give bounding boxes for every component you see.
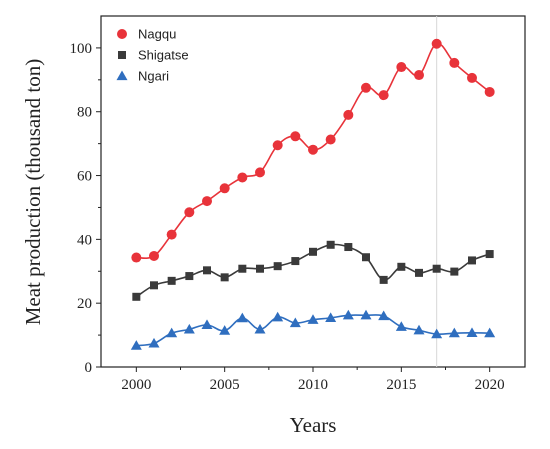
data-point-shigatse xyxy=(326,240,335,249)
data-point-shigatse xyxy=(309,247,317,256)
data-point-shigatse xyxy=(185,272,194,281)
data-point-ngari xyxy=(413,324,425,335)
x-tick-label: 2020 xyxy=(475,377,505,393)
data-point-nagqu xyxy=(378,90,389,101)
y-tick-label: 20 xyxy=(77,296,92,312)
data-point-nagqu xyxy=(325,134,336,145)
y-tick-label: 60 xyxy=(77,169,92,185)
legend-marker-shigatse xyxy=(118,51,126,59)
data-point-nagqu xyxy=(449,57,460,68)
data-point-shigatse xyxy=(132,292,141,301)
data-point-shigatse xyxy=(344,243,353,252)
series-layer xyxy=(130,38,496,350)
data-point-nagqu xyxy=(131,252,142,263)
data-point-shigatse xyxy=(273,262,282,271)
data-point-shigatse xyxy=(238,264,247,273)
data-point-nagqu xyxy=(396,62,407,73)
data-point-shigatse xyxy=(256,264,264,273)
y-tick-label: 100 xyxy=(70,41,93,57)
data-point-ngari xyxy=(148,337,160,348)
data-point-ngari xyxy=(183,323,195,334)
data-point-ngari xyxy=(325,312,337,322)
data-point-nagqu xyxy=(414,70,424,81)
x-axis-title: Years xyxy=(290,413,337,437)
data-point-shigatse xyxy=(468,256,476,265)
y-axis-title: Meat production (thousand ton) xyxy=(21,59,45,326)
data-point-shigatse xyxy=(220,273,229,282)
data-point-ngari xyxy=(466,327,478,337)
data-point-ngari xyxy=(307,314,319,324)
data-point-shigatse xyxy=(450,267,459,276)
y-tick-label: 0 xyxy=(85,360,93,376)
data-point-shigatse xyxy=(291,257,300,266)
series-ngari xyxy=(130,309,496,350)
data-point-ngari xyxy=(484,327,496,338)
data-point-shigatse xyxy=(485,250,494,259)
data-point-ngari xyxy=(272,311,284,322)
data-point-nagqu xyxy=(149,250,159,261)
data-point-shigatse xyxy=(167,276,176,285)
data-point-nagqu xyxy=(219,183,230,194)
data-point-nagqu xyxy=(343,109,354,120)
data-point-ngari xyxy=(236,312,248,323)
data-point-ngari xyxy=(378,310,390,321)
data-point-nagqu xyxy=(290,131,301,142)
legend-label-shigatse: Shigatse xyxy=(138,48,189,63)
data-point-nagqu xyxy=(272,140,283,151)
x-tick-label: 2000 xyxy=(121,377,151,393)
data-point-nagqu xyxy=(184,207,195,218)
data-point-nagqu xyxy=(237,172,248,183)
x-tick-label: 2010 xyxy=(298,377,328,393)
data-point-nagqu xyxy=(484,86,495,97)
data-point-shigatse xyxy=(397,262,406,271)
legend-label-ngari: Ngari xyxy=(138,69,169,84)
x-tick-label: 2005 xyxy=(210,377,240,393)
data-point-nagqu xyxy=(202,196,212,207)
data-point-ngari xyxy=(431,328,443,339)
data-point-nagqu xyxy=(255,167,265,178)
data-point-nagqu xyxy=(467,72,477,83)
data-point-ngari xyxy=(130,340,142,350)
y-tick-label: 40 xyxy=(77,232,92,248)
legend-marker-nagqu xyxy=(117,29,127,39)
y-tick-label: 80 xyxy=(77,105,92,121)
data-point-ngari xyxy=(219,325,231,335)
data-point-shigatse xyxy=(415,268,423,277)
data-point-shigatse xyxy=(150,281,158,290)
data-point-nagqu xyxy=(431,38,442,49)
data-point-nagqu xyxy=(361,82,371,93)
data-point-ngari xyxy=(360,309,372,320)
data-point-ngari xyxy=(166,327,178,338)
series-nagqu xyxy=(131,38,495,263)
data-point-ngari xyxy=(201,319,213,330)
data-point-nagqu xyxy=(166,229,177,240)
data-point-ngari xyxy=(254,323,266,334)
data-point-shigatse xyxy=(432,264,441,273)
data-point-ngari xyxy=(395,321,407,331)
legend-label-nagqu: Nagqu xyxy=(138,27,176,42)
data-point-ngari xyxy=(289,317,301,328)
axis-ticks: 2000 2005 2010 2015 2020 0 20 40 60 80 100 xyxy=(70,41,505,393)
x-tick-label: 2015 xyxy=(386,377,416,393)
data-point-ngari xyxy=(342,309,354,320)
data-point-shigatse xyxy=(379,275,388,284)
series-shigatse xyxy=(132,240,494,301)
data-point-shigatse xyxy=(203,266,211,275)
data-point-nagqu xyxy=(308,144,318,155)
data-point-shigatse xyxy=(362,253,370,262)
legend: Nagqu Shigatse Ngari xyxy=(116,27,189,84)
data-point-ngari xyxy=(448,327,460,338)
legend-marker-ngari xyxy=(116,70,128,81)
